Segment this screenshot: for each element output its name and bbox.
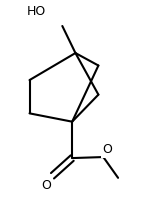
- Text: HO: HO: [26, 5, 46, 18]
- Text: O: O: [102, 143, 112, 156]
- Text: O: O: [41, 179, 51, 192]
